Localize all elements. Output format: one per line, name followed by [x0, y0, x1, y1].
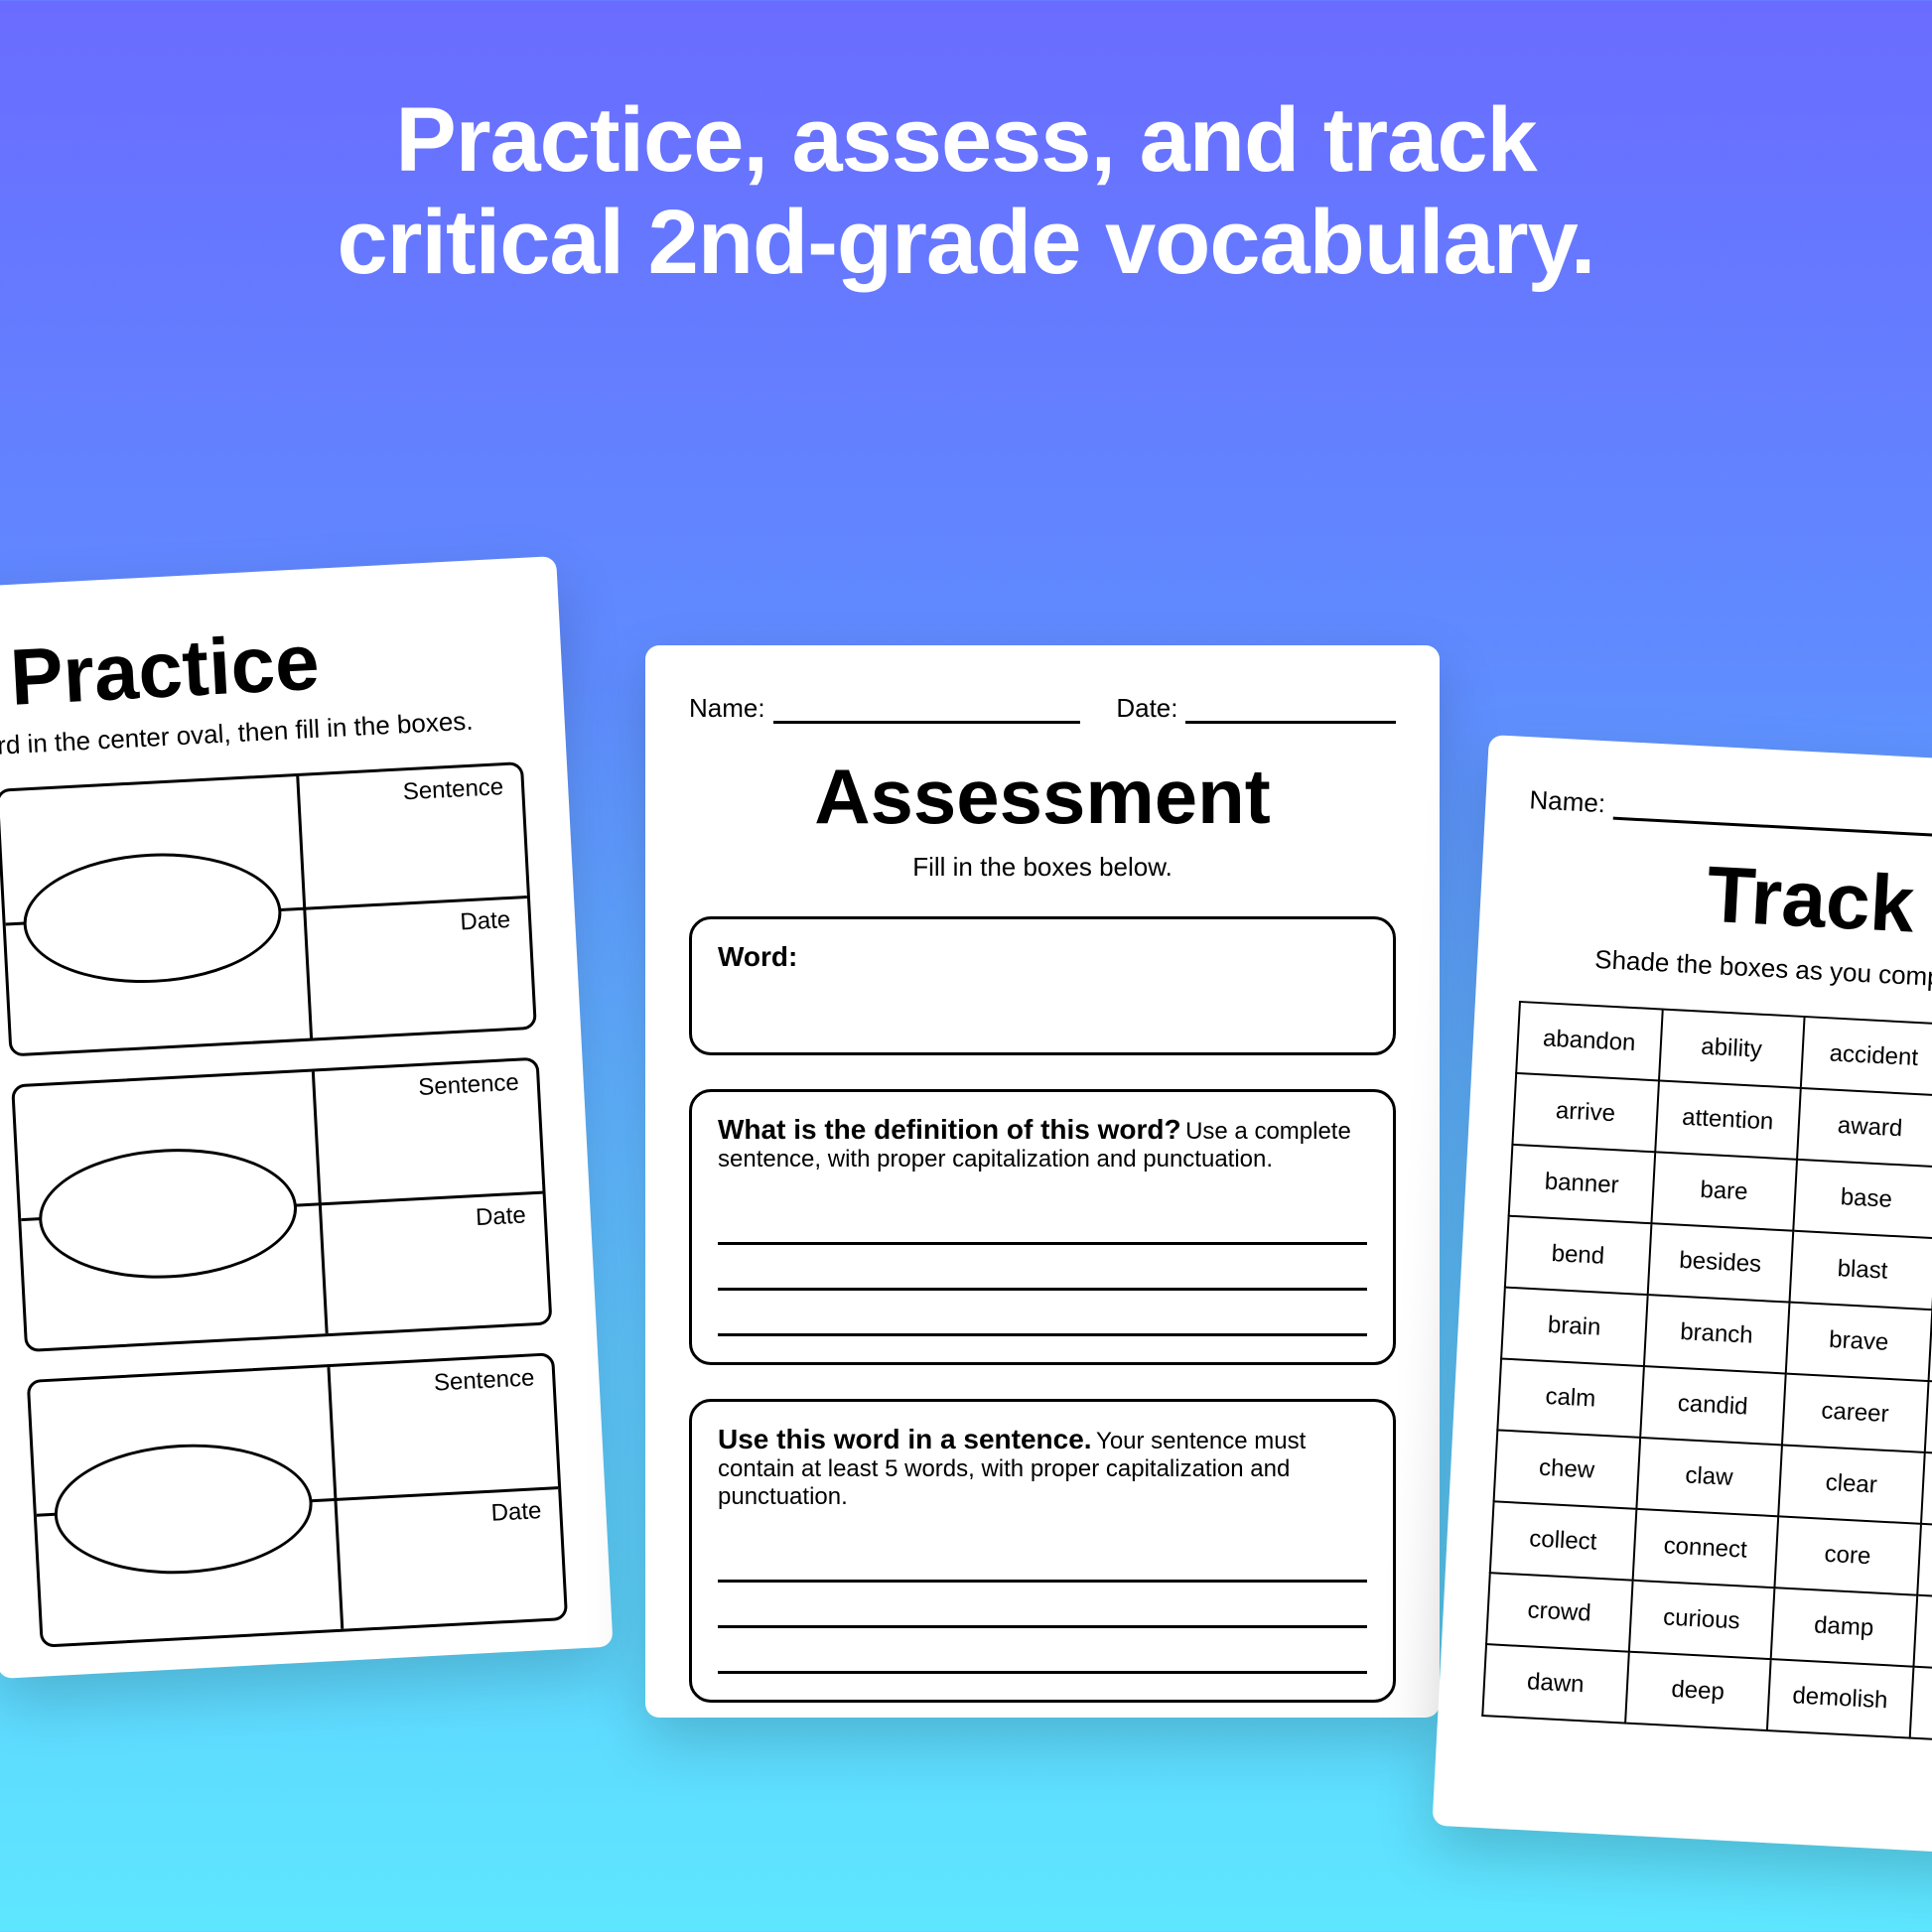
- track-word-cell: claw: [1636, 1438, 1782, 1516]
- track-word-cell: ability: [1658, 1009, 1804, 1087]
- practice-row: Sentence Date: [27, 1352, 568, 1647]
- assessment-name-date-row: Name: Date:: [689, 693, 1396, 724]
- track-word-cell: clear: [1778, 1445, 1924, 1523]
- practice-row: Sentence Date: [0, 761, 537, 1056]
- track-word-cell: crowd: [1486, 1573, 1632, 1651]
- track-word-cell: dawn: [1482, 1644, 1628, 1723]
- practice-row-oval: [52, 1438, 316, 1580]
- track-word-cell: calm: [1497, 1358, 1643, 1437]
- track-word-cell: blast: [1789, 1231, 1932, 1310]
- track-word-cell: award: [1797, 1088, 1932, 1167]
- track-word-cell: besides: [1647, 1223, 1793, 1302]
- track-word-cell: damp: [1771, 1587, 1917, 1666]
- practice-row-date-label: Date: [490, 1497, 542, 1528]
- track-word-cell: core: [1774, 1516, 1920, 1594]
- track-word-cell: collect: [1490, 1501, 1636, 1580]
- track-name-label: Name:: [1529, 784, 1606, 819]
- track-word-cell: bend: [1505, 1216, 1651, 1295]
- track-name-row: Name:: [1529, 784, 1932, 845]
- track-name-line: [1612, 790, 1932, 846]
- track-word-cell: banner: [1509, 1145, 1655, 1223]
- track-word-cell: desig: [1909, 1667, 1932, 1745]
- practice-row-oval: [36, 1143, 300, 1285]
- track-title: Track: [1523, 839, 1932, 960]
- track-word-cell: career: [1782, 1374, 1928, 1452]
- assessment-title: Assessment: [689, 752, 1396, 842]
- headline-line2: critical 2nd-grade vocabulary.: [338, 192, 1595, 293]
- assessment-subtitle: Fill in the boxes below.: [689, 852, 1396, 883]
- track-word-cell: chew: [1494, 1430, 1640, 1508]
- practice-sheet: Practice rd in the center oval, then fil…: [0, 556, 614, 1679]
- track-word-cell: branch: [1643, 1295, 1789, 1373]
- track-word-cell: corne: [1917, 1524, 1932, 1602]
- headline-line1: Practice, assess, and track: [395, 89, 1536, 191]
- track-word-cell: connect: [1632, 1509, 1778, 1587]
- practice-row-oval: [20, 847, 284, 989]
- writing-line: [718, 1245, 1367, 1291]
- assessment-name-line: [773, 694, 1081, 724]
- track-word-cell: base: [1793, 1160, 1932, 1238]
- track-word-cell: danger: [1913, 1595, 1932, 1674]
- practice-row-date-label: Date: [460, 906, 511, 937]
- practice-row-date-label: Date: [475, 1202, 526, 1233]
- track-subtitle: Shade the boxes as you complete ea: [1521, 940, 1932, 1001]
- track-word-cell: deep: [1625, 1652, 1771, 1730]
- assessment-sheet: Name: Date: Assessment Fill in the boxes…: [645, 645, 1440, 1718]
- assessment-date-line: [1185, 694, 1396, 724]
- assessment-word-label: Word:: [718, 941, 797, 972]
- track-word-cell: demolish: [1767, 1659, 1913, 1737]
- track-sheet: Name: Track Shade the boxes as you compl…: [1432, 735, 1932, 1858]
- practice-row-sentence-label: Sentence: [402, 773, 504, 806]
- practice-row-sentence-label: Sentence: [418, 1069, 520, 1102]
- assessment-definition-box: What is the definition of this word? Use…: [689, 1089, 1396, 1365]
- track-word-cell: curious: [1628, 1581, 1774, 1659]
- track-word-cell: brain: [1501, 1288, 1647, 1366]
- writing-line: [718, 1199, 1367, 1245]
- track-word-cell: abandon: [1516, 1002, 1662, 1080]
- track-word-cell: bare: [1651, 1152, 1797, 1230]
- assessment-name-label: Name:: [689, 693, 765, 724]
- assessment-sentence-box: Use this word in a sentence. Your senten…: [689, 1399, 1396, 1703]
- assessment-definition-label: What is the definition of this word?: [718, 1114, 1181, 1145]
- track-word-cell: attention: [1655, 1080, 1801, 1159]
- track-word-cell: arrive: [1512, 1073, 1658, 1152]
- writing-line: [718, 1628, 1367, 1674]
- writing-line: [718, 1291, 1367, 1336]
- practice-row: Sentence Date: [11, 1057, 552, 1352]
- writing-line: [718, 1583, 1367, 1628]
- assessment-date-label: Date:: [1116, 693, 1177, 724]
- track-word-table: abandonabilityaccidentagrearriveattentio…: [1481, 1001, 1932, 1746]
- practice-row-sentence-label: Sentence: [433, 1364, 535, 1397]
- practice-title: Practice: [0, 617, 322, 725]
- headline: Practice, assess, and track critical 2nd…: [0, 89, 1932, 294]
- track-word-cell: brave: [1786, 1303, 1932, 1381]
- assessment-sentence-label: Use this word in a sentence.: [718, 1424, 1092, 1454]
- track-word-cell: accident: [1801, 1017, 1932, 1095]
- writing-line: [718, 1537, 1367, 1583]
- track-word-cell: candid: [1640, 1366, 1786, 1445]
- assessment-word-box: Word:: [689, 916, 1396, 1055]
